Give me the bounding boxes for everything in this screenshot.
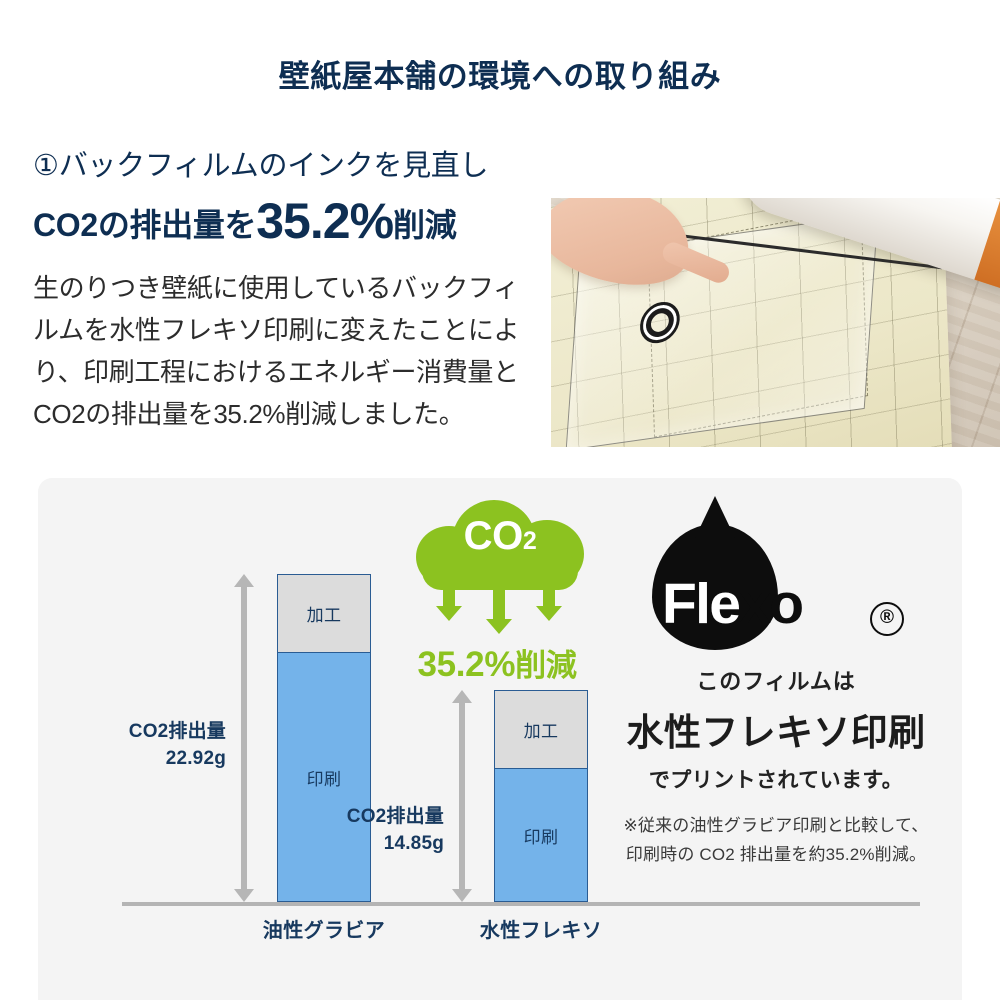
flexo-certification-block: Flexo ® このフィルムは 水性フレキソ印刷 でプリントされています。 ※従… — [606, 518, 946, 870]
co2-reduction-value: 35.2% — [417, 645, 516, 684]
intro-headline: CO2の排出量を35.2%削減 — [33, 190, 538, 253]
photo-roll-band — [974, 199, 1000, 292]
cloud-co2-text: CO2 — [416, 514, 584, 559]
intro-item-number: ①バックフィルムのインクを見直し — [33, 150, 489, 182]
flexo-footnote-line-1: ※従来の油性グラビア印刷と比較して、 — [623, 816, 929, 835]
category-label-water-flexo: 水性フレキソ — [479, 920, 603, 942]
intro-headline-prefix: CO2の排出量を — [33, 207, 257, 244]
category-label-oil-gravure: 油性グラビア — [262, 920, 386, 942]
cloud-co2-subscript: 2 — [522, 527, 537, 555]
bar-group-water-flexo: 加工 印刷 水性フレキソ — [480, 690, 602, 942]
flexo-footnote: ※従来の油性グラビア印刷と比較して、 印刷時の CO2 排出量を約35.2%削減… — [606, 812, 946, 870]
arrow-head — [436, 606, 462, 621]
measure-arrowhead-down-icon — [452, 889, 472, 902]
flexo-caption-line-1: このフィルムは — [696, 669, 856, 694]
arrow-head — [536, 606, 562, 621]
bar-segment-printing: 印刷 — [278, 653, 370, 901]
flexo-caption-line-2: 水性フレキソ印刷 — [626, 712, 926, 753]
intro-block: ①バックフィルムのインクを見直し CO2の排出量を35.2%削減 生のりつき壁紙… — [33, 148, 538, 435]
measure-arrow-water-flexo — [452, 690, 472, 902]
co2-reduction-suffix: 削減 — [515, 648, 577, 683]
measure-label-title: CO2排出量 — [346, 805, 444, 827]
flexo-footnote-line-2: 印刷時の CO2 排出量を約35.2%削減。 — [625, 844, 927, 864]
page-title: 壁紙屋本舗の環境への取り組み — [278, 59, 722, 94]
arrow-stem — [443, 588, 455, 606]
registered-trademark-icon: ® — [870, 602, 904, 636]
arrow-head — [486, 619, 512, 634]
flexo-wordmark-outside: xo — [739, 572, 804, 636]
measure-arrowhead-up-icon — [234, 574, 254, 587]
measure-shaft — [241, 583, 247, 893]
downward-arrows-group — [436, 588, 566, 634]
cloud-base — [422, 552, 578, 590]
intro-body-text: 生のりつき壁紙に使用しているバックフィルムを水性フレキソ印刷に変えたことにより、… — [33, 272, 520, 430]
measure-arrow-oil-gravure — [234, 574, 254, 902]
co2-reduction-text: 35.2%削減 — [402, 640, 592, 685]
flexo-wordmark: Flexo — [662, 576, 804, 633]
arrow-stem — [543, 588, 555, 606]
bar-segment-printing: 印刷 — [495, 769, 587, 901]
bar-segment-processing: 加工 — [278, 575, 370, 653]
arrow-stem — [493, 588, 505, 619]
cloud-co2-label: CO — [463, 514, 524, 558]
measure-label-title: CO2排出量 — [128, 720, 226, 742]
chart-baseline — [122, 902, 920, 906]
flexo-caption-line-3: でプリントされています。 — [648, 769, 904, 792]
ink-droplet-icon — [652, 524, 778, 650]
bar-oil-gravure: 加工 印刷 — [277, 574, 371, 902]
bar-water-flexo: 加工 印刷 — [494, 690, 588, 902]
flexo-logo: Flexo ® — [606, 518, 946, 670]
measure-label-water-flexo: CO2排出量 14.85g — [256, 803, 444, 858]
intro-headline-suffix: 削減 — [393, 207, 457, 244]
bar-segment-processing: 加工 — [495, 691, 587, 769]
flexo-wordmark-inside: Fle — [662, 572, 741, 636]
measure-label-value: 22.92g — [165, 748, 226, 770]
co2-reduction-graphic: CO2 35.2%削減 — [408, 500, 608, 684]
measure-arrowhead-down-icon — [234, 889, 254, 902]
bar-group-oil-gravure: 加工 印刷 油性グラビア — [263, 574, 385, 942]
measure-label-oil-gravure: CO2排出量 22.92g — [38, 718, 226, 773]
wallpaper-backfilm-photo — [551, 198, 1000, 447]
co2-emissions-bar-chart: 加工 印刷 油性グラビア CO2排出量 22.92g 加工 印刷 水性フレキソ — [122, 574, 920, 978]
measure-label-value: 14.85g — [383, 833, 444, 855]
intro-headline-value: 35.2% — [256, 193, 394, 250]
comparison-panel: 加工 印刷 油性グラビア CO2排出量 22.92g 加工 印刷 水性フレキソ — [38, 478, 962, 1000]
measure-shaft — [459, 699, 465, 893]
co2-cloud-icon: CO2 — [416, 500, 584, 592]
measure-arrowhead-up-icon — [452, 690, 472, 703]
